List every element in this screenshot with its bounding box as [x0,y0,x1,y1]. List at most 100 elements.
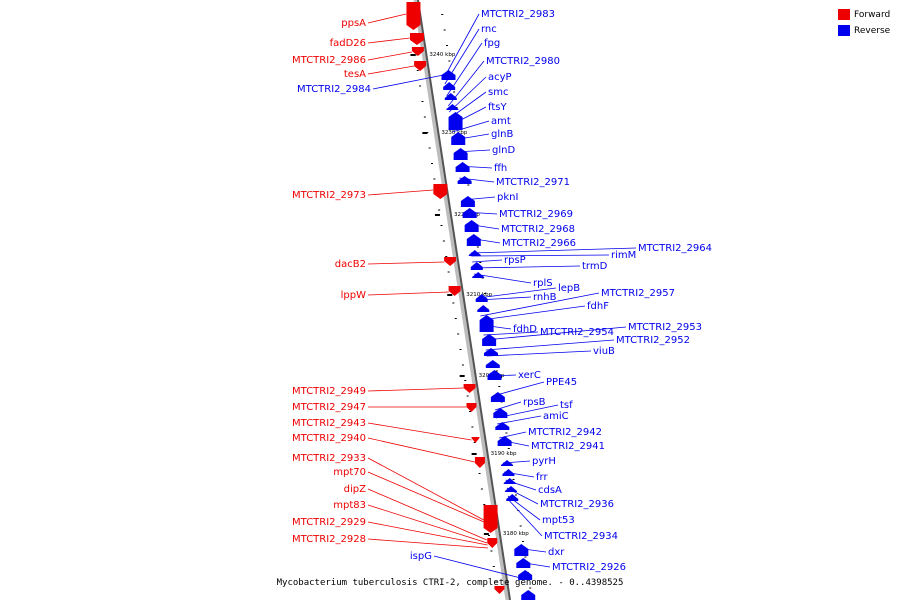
reverse-leader-line [450,106,487,126]
minor-tick [452,302,455,304]
forward-leader-line [367,437,475,463]
reverse-gene-feature [448,112,463,130]
reverse-gene-feature [506,494,519,501]
minor-tick [440,225,443,226]
reverse-leader-line [455,149,491,153]
minor-tick [488,535,491,536]
forward-gene-feature [444,257,457,266]
reverse-leader-line [483,331,539,336]
reverse-gene-label: ffh [494,163,507,174]
reverse-gene-label: viuB [593,346,615,357]
reverse-leader-line [507,495,541,521]
reverse-leader-line [492,381,545,397]
reverse-gene-feature [455,162,470,172]
reverse-gene-label: amt [491,116,511,127]
reverse-leader-line [447,60,485,107]
major-tick [459,375,465,377]
reverse-gene-feature [444,93,457,100]
reverse-gene-feature [479,315,494,332]
gene-labels: ppsA fadD26 MTCTRI2_2986 tesA MTCTRI2_2973da… [292,9,712,573]
forward-gene-label: MTCTRI2_2928 [292,534,366,545]
minor-tick [512,479,515,480]
forward-gene-label: MTCTRI2_2929 [292,517,366,528]
minor-tick [473,442,476,443]
forward-leader-line [367,422,472,441]
minor-tick [507,448,510,449]
forward-gene-label: lppW [341,290,366,301]
forward-gene-label: MTCTRI2_2986 [292,55,366,66]
forward-gene-label: mpt70 [333,467,366,478]
forward-leader-line [367,13,407,24]
reverse-gene-label: frr [536,472,548,483]
forward-gene-feature [471,437,480,443]
reverse-gene-label: MTCTRI2_2952 [616,335,690,346]
minor-tick [524,556,527,558]
reverse-gene-label: glnB [491,129,513,140]
reverse-leader-line [453,133,490,141]
reverse-leader-line [457,165,493,169]
forward-leader-line [367,471,485,523]
scale-label: 3190 kbp [491,451,517,457]
reverse-gene-label: MTCTRI2_2954 [540,327,614,338]
reverse-gene-label: cdsA [538,485,562,496]
reverse-leader-line [464,211,498,215]
reverse-leader-line [505,479,537,491]
forward-gene-feature [483,505,498,533]
reverse-gene-label: rnhB [533,292,557,303]
reverse-leader-line [499,439,530,447]
reverse-gene-label: fdhF [587,301,609,312]
reverse-gene-label: rpsP [504,255,526,266]
reverse-leader-line [459,177,495,183]
reverse-leader-line [471,254,610,257]
reverse-leader-line [477,296,532,301]
backbone-line [417,0,511,600]
reverse-gene-feature [466,234,481,246]
forward-gene-label: tesA [344,69,366,80]
scale-label: 3230 kbp [441,130,467,136]
minor-tick [484,293,487,294]
minor-tick [423,116,426,118]
reverse-gene-label: ftsY [488,102,507,113]
reverse-leader-line [496,415,542,425]
reverse-gene-label: lepB [558,283,580,294]
forward-leader-line [367,65,415,75]
forward-gene-feature [448,286,461,296]
reverse-leader-line [499,431,527,439]
genome-backbone [413,0,511,600]
reverse-gene-feature [521,590,536,600]
reverse-gene-label: MTCTRI2_2934 [544,531,618,542]
forward-leader-line [367,504,488,544]
forward-gene-label: dacB2 [335,259,366,270]
minor-tick [442,240,445,242]
reverse-gene-feature [464,220,479,232]
reverse-leader-line [477,287,557,299]
minor-tick [495,581,498,583]
major-tick [434,214,440,216]
backbone-shadow [413,0,511,600]
reverse-gene-feature [483,348,498,356]
forward-gene-label: MTCTRI2_2933 [292,453,366,464]
minor-tick [478,473,481,474]
label-leaders [367,13,637,579]
minor-tick [443,29,446,31]
minor-tick [459,349,462,350]
scale-label: 3180 kbp [503,531,529,537]
forward-leader-line [367,488,487,541]
reverse-gene-label: MTCTRI2_2942 [528,427,602,438]
reverse-leader-line [446,42,483,97]
reverse-leader-line [372,74,444,90]
forward-leader-line [367,51,413,61]
forward-gene-label: MTCTRI2_2973 [292,190,366,201]
forward-gene-label: ppsA [341,18,366,29]
minor-tick [438,209,441,211]
reverse-gene-label: tsf [560,400,573,411]
reverse-gene-feature [504,486,517,492]
minor-tick [448,60,451,62]
legend-forward-swatch [838,9,850,20]
reverse-gene-label: MTCTRI2_2964 [638,243,712,254]
reverse-gene-feature [490,392,505,402]
minor-tick [479,262,482,263]
reverse-gene-feature [485,360,500,368]
reverse-leader-line [468,237,501,244]
reverse-gene-feature [518,570,533,580]
